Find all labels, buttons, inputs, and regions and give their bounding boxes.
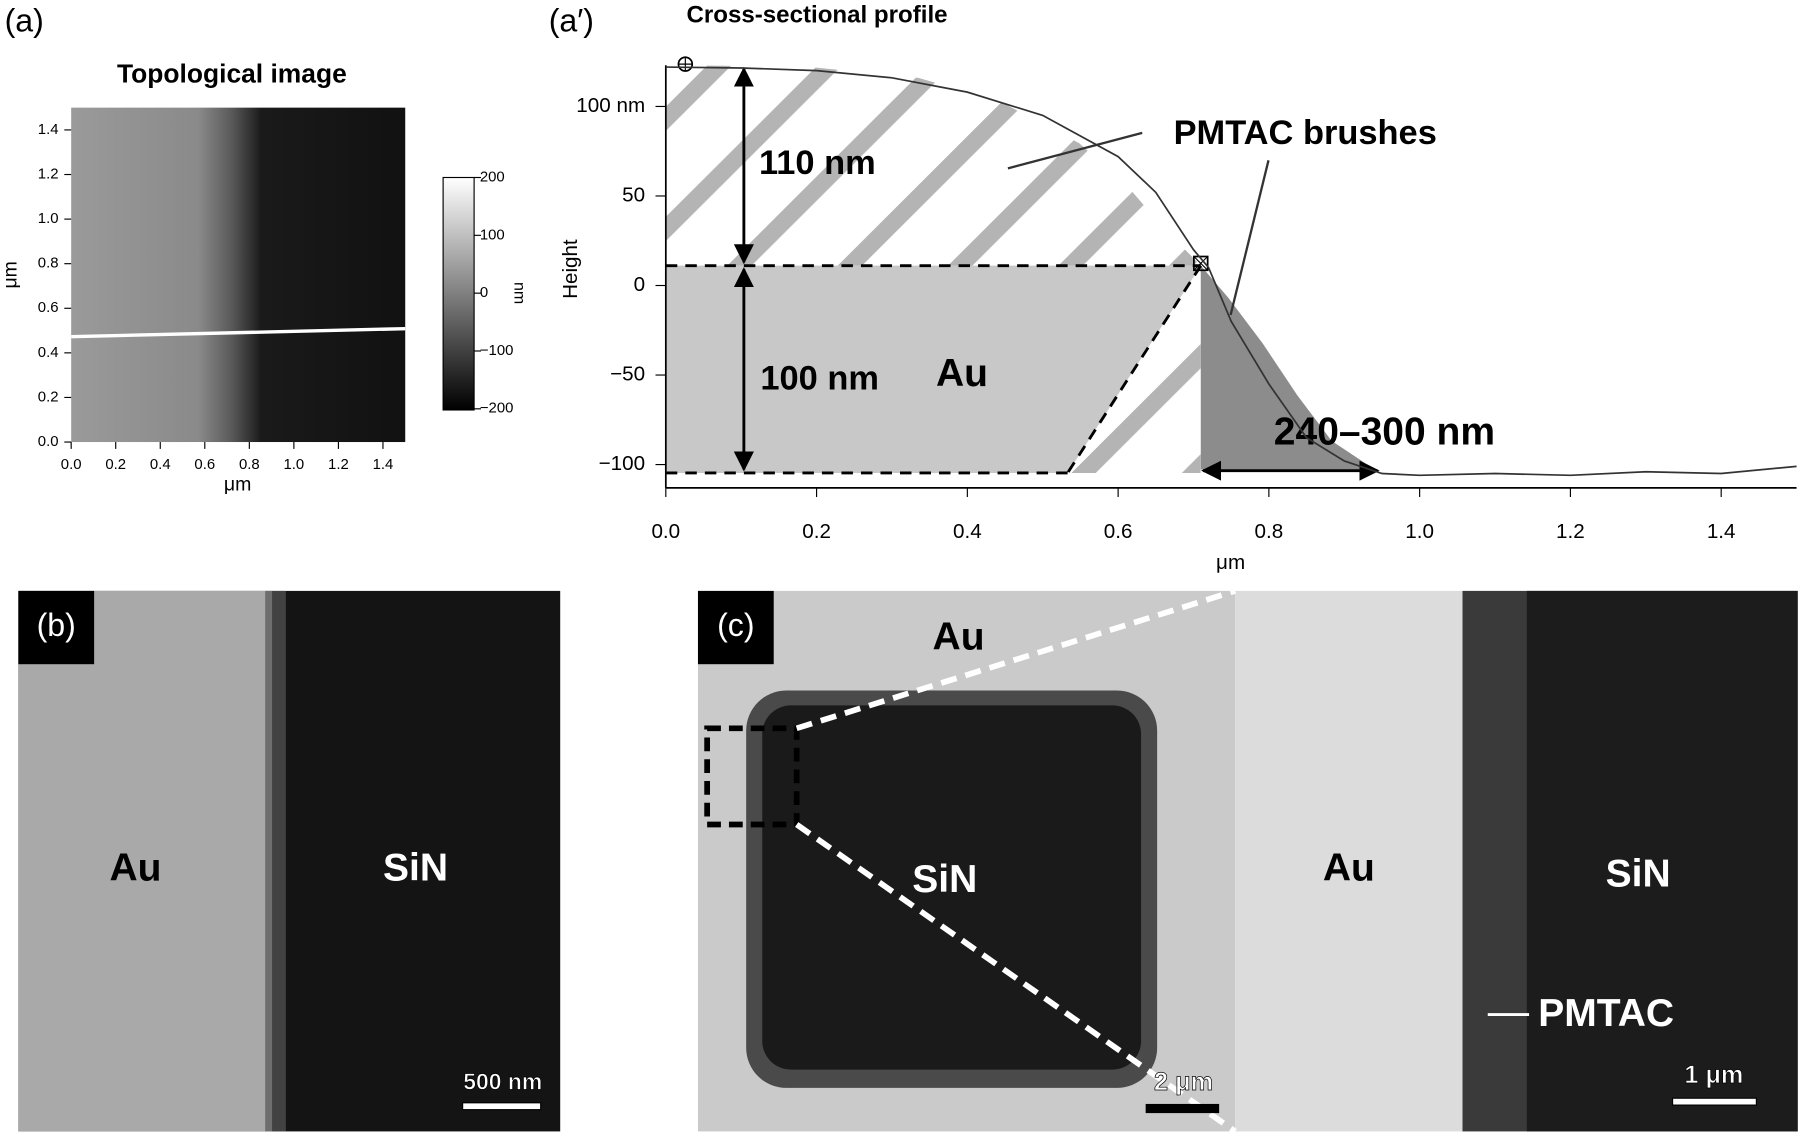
profile-line	[665, 66, 1797, 477]
leaders	[1007, 131, 1270, 316]
x-tick-label: 1.2	[328, 457, 349, 473]
x-tick-label: 0.2	[105, 457, 126, 473]
colorbar	[442, 176, 475, 411]
zoom-lines	[795, 588, 1237, 1134]
annotation: 100 nm	[760, 359, 879, 397]
guides	[665, 264, 1202, 475]
scale-bar-label: 1 μm	[1684, 1061, 1743, 1089]
x-tick-label: 0.4	[150, 457, 171, 473]
annotation: 240–300 nm	[1274, 410, 1495, 453]
region-label: Au	[109, 847, 161, 890]
x-tick-label: 0.0	[61, 457, 82, 473]
x-tick-label: 1.0	[1405, 520, 1434, 543]
x-tick-label: 0.4	[953, 520, 982, 543]
x-axis-label: μm	[224, 474, 252, 496]
y-tick-label: 0.4	[38, 345, 59, 361]
panel-b: (b) Au SiN 500 nm	[18, 590, 561, 1132]
y-tick-label: 0.8	[38, 256, 59, 272]
x-tick-label: 0.8	[239, 457, 260, 473]
y-axis-label: Height	[559, 239, 582, 299]
y-tick-label: 0.2	[38, 389, 59, 405]
scale-bar-label: 500 nm	[463, 1068, 542, 1094]
brush-edge-region	[1200, 265, 1378, 470]
y-tick-label: 0.6	[38, 300, 59, 316]
y-tick-label: 1.0	[38, 211, 59, 227]
scale-bar	[462, 1102, 542, 1111]
scale-bar	[1672, 1097, 1757, 1106]
region-label: SiN	[1606, 852, 1671, 895]
y-tick-label: 1.2	[38, 166, 59, 182]
y-tick-label: 1.4	[38, 122, 59, 138]
panel-a: (a) Topological image μm μm nm 0.0 0.2 0.4…	[0, 2, 529, 495]
well	[762, 705, 1142, 1070]
region-label: Au	[933, 615, 985, 658]
panel-a-prime: (a′) Cross-sectional profile 110 nm 100 …	[549, 1, 1797, 574]
colorbar-label: nm	[511, 282, 529, 304]
cursor	[678, 57, 693, 71]
x-tick-label: 0.6	[194, 457, 215, 473]
region-label: PMTAC	[1538, 992, 1674, 1035]
cursor	[1193, 255, 1209, 272]
panel-label: (a′)	[549, 2, 594, 38]
annotation: 110 nm	[759, 144, 876, 182]
colorbar-tick-label: 200	[480, 169, 505, 185]
panel-label: (a)	[5, 2, 44, 38]
scale-bar	[1145, 1103, 1220, 1114]
y-tick-label: 100 nm	[576, 94, 645, 117]
afm-image	[71, 107, 406, 443]
x-tick-label: 0.8	[1255, 520, 1284, 543]
scale-bar-label: 2 μm	[1154, 1068, 1213, 1096]
y-tick-label: −100	[599, 452, 646, 475]
panel-c: (c) Au SiN Au SiN PMTAC 2 μm 1 μm	[697, 588, 1798, 1134]
panel-title: Cross-sectional profile	[686, 1, 947, 28]
gold-region	[665, 265, 1201, 473]
panel-label: (c)	[717, 607, 754, 643]
cursor	[1193, 256, 1209, 271]
colorbar-tick-label: 100	[480, 227, 505, 243]
zoom-sin	[1526, 590, 1798, 1132]
x-axis-label: μm	[1216, 551, 1245, 574]
annotation: Au	[936, 352, 988, 395]
brush-edge	[265, 590, 286, 1132]
gold-area	[18, 590, 273, 1132]
y-tick-label: −50	[610, 363, 645, 386]
region-label: SiN	[383, 847, 448, 890]
arrows	[733, 66, 1380, 481]
x-tick-label: 1.0	[284, 457, 305, 473]
x-tick-label: 0.6	[1104, 520, 1133, 543]
panel-title: Topological image	[117, 59, 347, 89]
label-box	[697, 590, 774, 665]
label-box	[18, 590, 95, 665]
colorbar-tick-label: 0	[480, 285, 488, 301]
colorbar-tick-label: −100	[480, 343, 514, 359]
profile-line	[71, 326, 406, 339]
x-tick-label: 1.2	[1556, 520, 1585, 543]
x-tick-label: 0.0	[651, 520, 680, 543]
y-tick-label: 50	[622, 183, 645, 206]
colorbar-tick-label: −200	[480, 401, 514, 417]
annotation: PMTAC brushes	[1174, 114, 1437, 152]
y-tick-label: 0	[634, 273, 645, 296]
y-axis-label: μm	[0, 261, 22, 288]
y-tick-label: 0.0	[38, 434, 59, 450]
x-tick-label: 1.4	[1707, 520, 1736, 543]
region-label: Au	[1323, 847, 1375, 890]
x-tick-label: 0.2	[802, 520, 831, 543]
x-tick-label: 1.4	[373, 457, 394, 473]
panel-label: (b)	[37, 607, 76, 643]
zoom-box	[704, 725, 800, 828]
region-label: SiN	[912, 858, 977, 901]
